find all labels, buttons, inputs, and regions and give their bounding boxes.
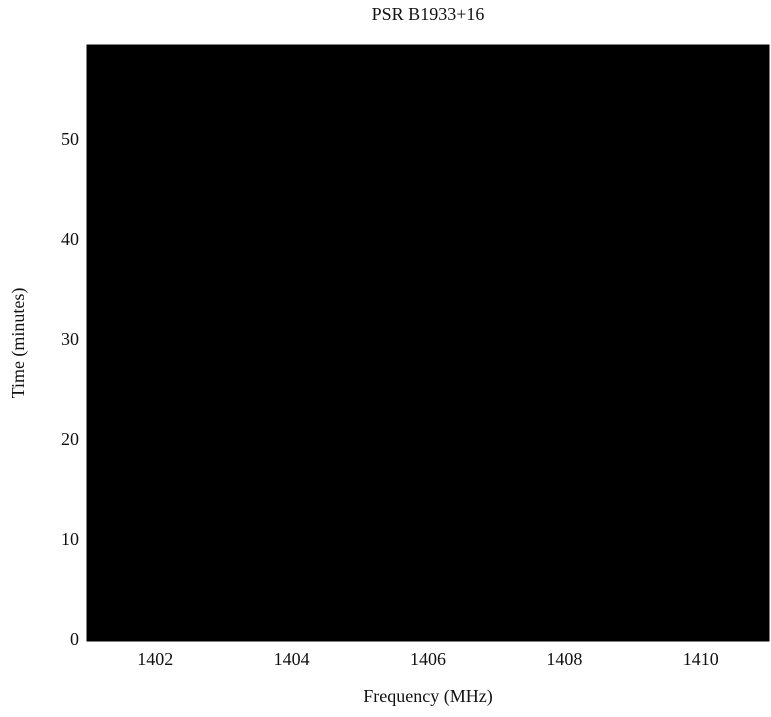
y-tick-label: 40 — [61, 229, 79, 249]
y-tick-label: 10 — [61, 529, 79, 549]
y-tick-label: 20 — [61, 429, 79, 449]
x-tick-label: 1406 — [410, 649, 446, 669]
y-tick-label: 0 — [70, 629, 79, 649]
x-axis-label: Frequency (MHz) — [363, 686, 492, 707]
x-tick-label: 1408 — [546, 649, 582, 669]
chart-title: PSR B1933+16 — [372, 4, 485, 24]
y-tick-label: 50 — [61, 129, 79, 149]
x-tick-label: 1404 — [274, 649, 310, 669]
y-tick-label: 30 — [61, 329, 79, 349]
x-tick-label: 1402 — [137, 649, 173, 669]
y-axis-label: Time (minutes) — [8, 288, 29, 399]
x-tick-label: 1410 — [683, 649, 719, 669]
dynamic-spectrum — [87, 45, 769, 641]
